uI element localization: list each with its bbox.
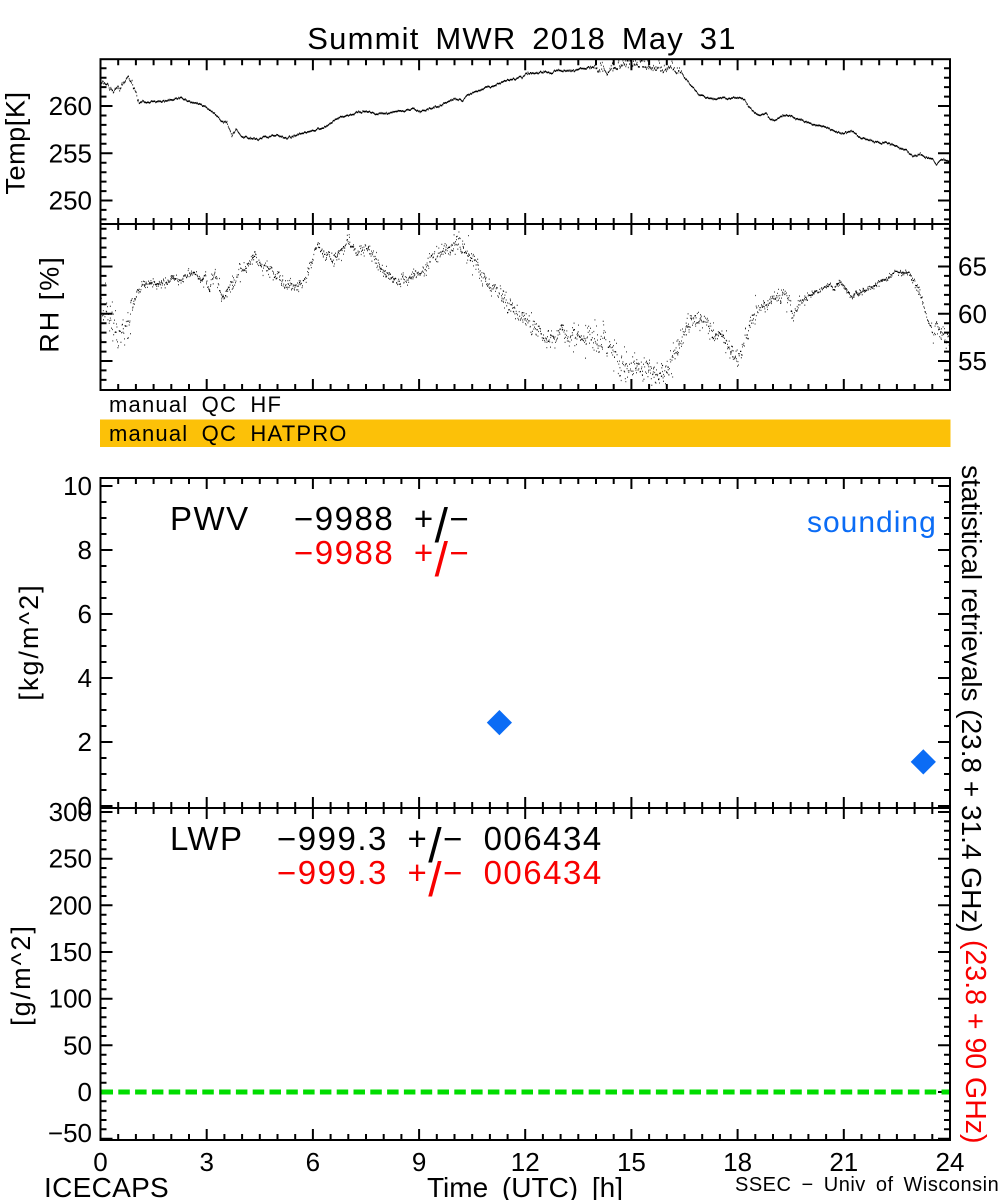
svg-text:manual QC HF: manual QC HF (109, 392, 282, 417)
svg-text:−50: −50 (48, 1118, 92, 1148)
svg-text:100: 100 (49, 984, 92, 1014)
svg-text:Temp[K]: Temp[K] (1, 91, 31, 194)
svg-text:255: 255 (49, 138, 92, 168)
svg-text:15: 15 (617, 1147, 646, 1177)
svg-text:Summit MWR 2018 May 31: Summit MWR 2018 May 31 (307, 21, 736, 56)
svg-text:2: 2 (78, 727, 92, 757)
svg-text:250: 250 (49, 844, 92, 874)
svg-text:8: 8 (78, 535, 92, 565)
svg-text:150: 150 (49, 937, 92, 967)
svg-text:(23.8 + 90 GHz): (23.8 + 90 GHz) (959, 940, 991, 1144)
svg-text:55: 55 (958, 346, 987, 376)
svg-text:65: 65 (958, 252, 987, 282)
svg-text:60: 60 (958, 299, 987, 329)
svg-text:0: 0 (93, 1147, 107, 1177)
svg-text:manual QC HATPRO: manual QC HATPRO (109, 421, 348, 446)
svg-text:250: 250 (49, 186, 92, 216)
svg-text:0: 0 (78, 1077, 92, 1107)
svg-text:[kg/m^2]: [kg/m^2] (14, 583, 44, 700)
svg-text:300: 300 (49, 797, 92, 827)
svg-text:50: 50 (63, 1030, 92, 1060)
svg-text:[g/m^2]: [g/m^2] (6, 924, 36, 1026)
svg-text:9: 9 (412, 1147, 426, 1177)
svg-text:SSEC − Univ of Wisconsin: SSEC − Univ of Wisconsin (735, 1174, 999, 1196)
svg-text:24: 24 (936, 1147, 965, 1177)
svg-text:LWP: LWP (170, 820, 244, 857)
svg-text:6: 6 (306, 1147, 320, 1177)
svg-text:12: 12 (511, 1147, 540, 1177)
svg-text:PWV: PWV (170, 500, 250, 537)
svg-text:RH [%]: RH [%] (35, 255, 65, 353)
svg-text:Time (UTC) [h]: Time (UTC) [h] (427, 1172, 623, 1200)
svg-text:ICECAPS: ICECAPS (44, 1172, 169, 1200)
svg-text:10: 10 (63, 471, 92, 501)
svg-text:0: 0 (78, 791, 92, 821)
svg-text:200: 200 (49, 890, 92, 920)
svg-text:6: 6 (78, 599, 92, 629)
svg-text:260: 260 (49, 91, 92, 121)
svg-text:3: 3 (199, 1147, 213, 1177)
svg-text:18: 18 (723, 1147, 752, 1177)
svg-text:sounding: sounding (807, 506, 937, 539)
svg-text:4: 4 (78, 663, 92, 693)
svg-text:21: 21 (829, 1147, 858, 1177)
svg-text:statistical retrievals (23.8 +: statistical retrievals (23.8 + 31.4 GHz) (956, 465, 987, 933)
